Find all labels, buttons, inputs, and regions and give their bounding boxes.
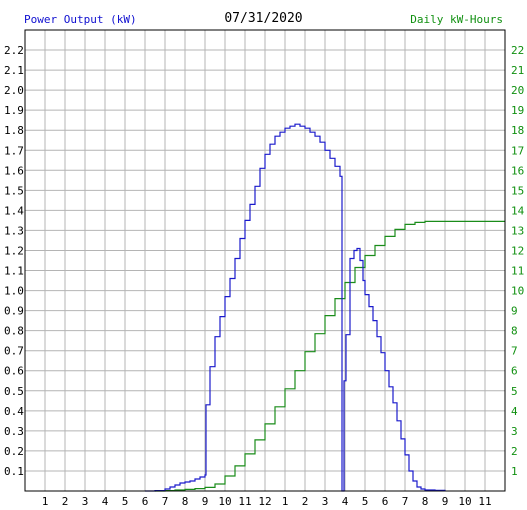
right-tick-label: 17	[511, 144, 524, 157]
right-tick-label: 4	[511, 405, 518, 418]
x-tick-label: 8	[182, 495, 189, 508]
energy-series-line	[155, 220, 505, 492]
right-tick-label: 3	[511, 425, 518, 438]
x-tick-label: 11	[238, 495, 251, 508]
power-series-group	[145, 123, 446, 492]
right-tick-label: 21	[511, 64, 524, 77]
right-tick-label: 15	[511, 184, 524, 197]
energy-series-group	[155, 220, 505, 492]
right-tick-label: 11	[511, 265, 524, 278]
x-tick-label: 6	[382, 495, 389, 508]
right-tick-label: 20	[511, 84, 524, 97]
x-tick-label: 2	[62, 495, 69, 508]
left-tick-label: 2.2	[4, 44, 24, 57]
left-tick-label: 0.3	[4, 425, 24, 438]
left-tick-label: 1.8	[4, 124, 24, 137]
right-tick-label: 10	[511, 285, 524, 298]
right-tick-label: 12	[511, 244, 524, 257]
left-tick-label: 1.0	[4, 285, 24, 298]
left-axis-title: Power Output (kW)	[24, 13, 137, 26]
right-tick-label: 6	[511, 365, 518, 378]
left-tick-label: 0.2	[4, 445, 24, 458]
x-tick-label: 9	[202, 495, 209, 508]
right-tick-label: 22	[511, 44, 524, 57]
x-tick-label: 7	[162, 495, 169, 508]
x-tick-label: 8	[422, 495, 429, 508]
x-tick-label: 11	[478, 495, 491, 508]
right-tick-label: 13	[511, 224, 524, 237]
x-tick-label: 1	[42, 495, 49, 508]
x-tick-label: 10	[218, 495, 231, 508]
left-tick-label: 0.4	[4, 405, 24, 418]
x-tick-label: 5	[122, 495, 129, 508]
x-tick-label: 7	[402, 495, 409, 508]
x-tick-label: 6	[142, 495, 149, 508]
plot-frame	[24, 29, 506, 492]
left-tick-label: 1.1	[4, 265, 24, 278]
x-tick-label: 4	[342, 495, 349, 508]
left-tick-label: 1.5	[4, 184, 24, 197]
right-axis-title: Daily kW-Hours	[410, 13, 503, 26]
right-tick-label: 1	[511, 465, 518, 478]
left-tick-label: 0.9	[4, 305, 24, 318]
right-tick-label: 14	[511, 204, 525, 217]
chart-grid	[25, 30, 505, 491]
x-tick-label: 9	[442, 495, 449, 508]
right-tick-label: 16	[511, 164, 524, 177]
power-series-line	[145, 123, 446, 492]
x-axis-ticks: 1 2 3 4 5 6 7 8 9 10 11 12 1 2 3 4 5 6 7 8 9 10 11	[42, 495, 492, 508]
x-tick-label: 5	[362, 495, 369, 508]
x-tick-label: 12	[258, 495, 271, 508]
left-tick-label: 1.6	[4, 164, 24, 177]
right-tick-label: 9	[511, 305, 518, 318]
left-tick-label: 1.2	[4, 244, 24, 257]
right-tick-label: 19	[511, 104, 524, 117]
left-tick-label: 0.6	[4, 365, 24, 378]
x-tick-label: 2	[302, 495, 309, 508]
right-tick-label: 18	[511, 124, 524, 137]
left-tick-label: 1.4	[4, 204, 24, 217]
x-tick-label: 4	[102, 495, 109, 508]
x-tick-label: 10	[458, 495, 471, 508]
x-tick-label: 3	[322, 495, 329, 508]
x-tick-label: 1	[282, 495, 289, 508]
left-tick-label: 2.0	[4, 84, 24, 97]
left-tick-label: 0.1	[4, 465, 24, 478]
left-tick-label: 2.1	[4, 64, 24, 77]
left-tick-label: 1.3	[4, 224, 24, 237]
left-tick-label: 0.7	[4, 345, 24, 358]
right-tick-label: 8	[511, 325, 518, 338]
left-tick-label: 1.9	[4, 104, 24, 117]
left-tick-label: 0.8	[4, 325, 24, 338]
left-axis-ticks: 0.1 0.2 0.3 0.4 0.5 0.6 0.7 0.8 0.9 1.0 1.1 1.2 1.3 1…	[4, 44, 24, 478]
left-tick-label: 0.5	[4, 385, 24, 398]
right-tick-label: 5	[511, 385, 518, 398]
left-tick-label: 1.7	[4, 144, 24, 157]
chart-date-title: 07/31/2020	[224, 11, 303, 26]
right-tick-label: 2	[511, 445, 518, 458]
x-tick-label: 3	[82, 495, 89, 508]
right-tick-label: 7	[511, 345, 518, 358]
